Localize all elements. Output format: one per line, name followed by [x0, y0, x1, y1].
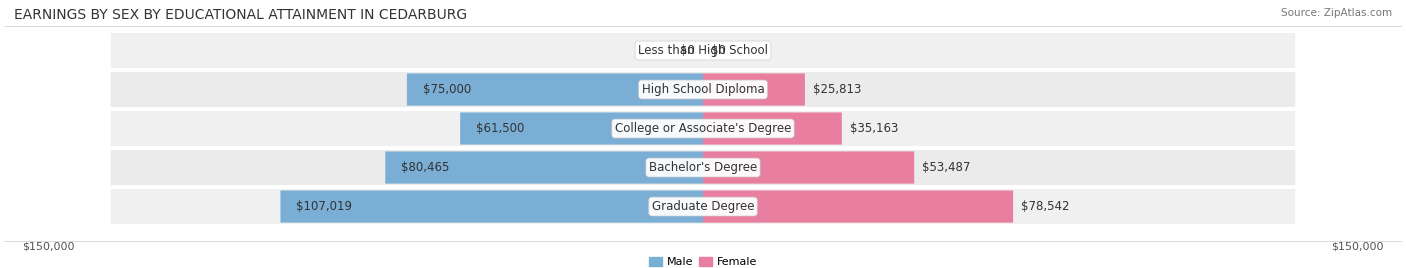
FancyBboxPatch shape — [703, 73, 804, 106]
Text: Less than High School: Less than High School — [638, 44, 768, 57]
Text: $150,000: $150,000 — [22, 241, 75, 252]
Text: $78,542: $78,542 — [1021, 200, 1070, 213]
Text: $0: $0 — [681, 44, 695, 57]
Text: $53,487: $53,487 — [922, 161, 970, 174]
Text: $75,000: $75,000 — [423, 83, 471, 96]
Text: High School Diploma: High School Diploma — [641, 83, 765, 96]
Text: Source: ZipAtlas.com: Source: ZipAtlas.com — [1281, 8, 1392, 18]
FancyBboxPatch shape — [111, 72, 1295, 107]
Text: $0: $0 — [711, 44, 725, 57]
FancyBboxPatch shape — [385, 151, 703, 184]
FancyBboxPatch shape — [111, 111, 1295, 146]
Text: Graduate Degree: Graduate Degree — [652, 200, 754, 213]
FancyBboxPatch shape — [703, 151, 914, 184]
Text: $61,500: $61,500 — [477, 122, 524, 135]
Text: $35,163: $35,163 — [849, 122, 898, 135]
Text: $107,019: $107,019 — [297, 200, 353, 213]
Text: $150,000: $150,000 — [1331, 241, 1384, 252]
Text: EARNINGS BY SEX BY EDUCATIONAL ATTAINMENT IN CEDARBURG: EARNINGS BY SEX BY EDUCATIONAL ATTAINMEN… — [14, 8, 467, 22]
FancyBboxPatch shape — [111, 150, 1295, 185]
FancyBboxPatch shape — [111, 189, 1295, 224]
FancyBboxPatch shape — [703, 113, 842, 145]
Text: $25,813: $25,813 — [813, 83, 862, 96]
FancyBboxPatch shape — [460, 113, 703, 145]
Text: $80,465: $80,465 — [401, 161, 450, 174]
FancyBboxPatch shape — [111, 33, 1295, 68]
Text: Bachelor's Degree: Bachelor's Degree — [650, 161, 756, 174]
FancyBboxPatch shape — [406, 73, 703, 106]
FancyBboxPatch shape — [280, 191, 703, 223]
FancyBboxPatch shape — [703, 191, 1014, 223]
Text: College or Associate's Degree: College or Associate's Degree — [614, 122, 792, 135]
Legend: Male, Female: Male, Female — [650, 257, 756, 267]
